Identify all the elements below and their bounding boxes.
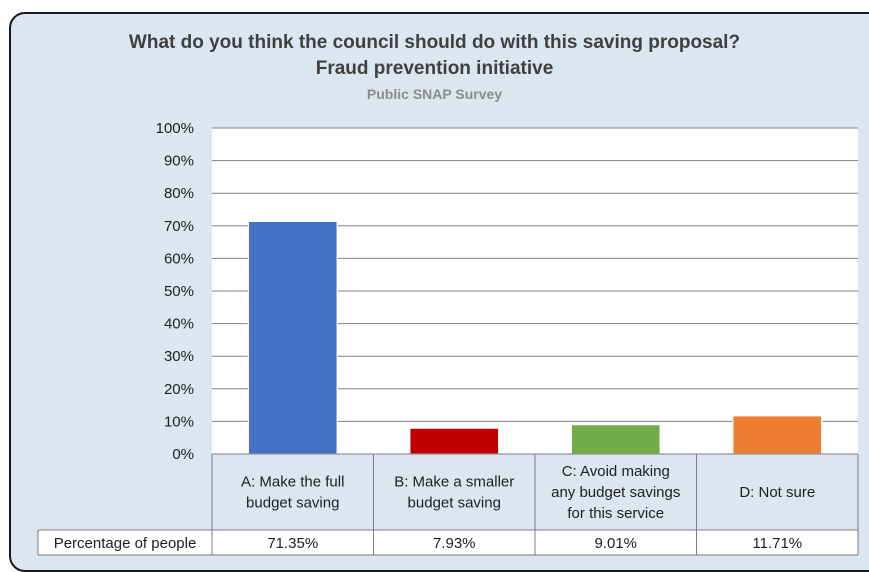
- chart-title: What do you think the council should do …: [128, 32, 741, 53]
- bar: [732, 415, 823, 455]
- data-value-label: 7.93%: [433, 535, 476, 552]
- table-row-label: Percentage of people: [54, 535, 197, 552]
- bar: [409, 427, 500, 455]
- bar: [247, 220, 338, 455]
- chart-title-line2: Fraud prevention initiative: [315, 58, 554, 79]
- y-tick-label: 100%: [156, 120, 194, 137]
- y-tick-label: 60%: [164, 250, 194, 267]
- data-value-label: 9.01%: [594, 535, 637, 552]
- data-value-label: 11.71%: [752, 535, 802, 552]
- bar: [570, 424, 661, 455]
- y-tick-label: 40%: [164, 316, 194, 333]
- y-tick-label: 80%: [164, 185, 194, 202]
- y-tick-label: 70%: [164, 218, 194, 235]
- x-category-label: any budget savings: [551, 484, 680, 501]
- y-tick-label: 50%: [164, 283, 194, 300]
- y-tick-label: 90%: [164, 153, 194, 170]
- value-row: [38, 530, 858, 555]
- x-category-label: B: Make a smaller: [394, 474, 514, 491]
- x-category-label: D: Not sure: [739, 484, 815, 501]
- y-tick-label: 0%: [172, 446, 194, 463]
- data-value-label: 71.35%: [267, 535, 318, 552]
- y-tick-label: 30%: [164, 348, 194, 365]
- y-tick-label: 20%: [164, 381, 194, 398]
- x-category-label: budget saving: [246, 495, 339, 512]
- x-category-label: for this service: [567, 505, 664, 522]
- y-tick-label: 10%: [164, 413, 194, 430]
- x-category-label: budget saving: [408, 495, 501, 512]
- chart-subtitle: Public SNAP Survey: [366, 86, 503, 102]
- x-category-label: C: Avoid making: [562, 463, 670, 480]
- x-category-label: A: Make the full: [241, 474, 344, 491]
